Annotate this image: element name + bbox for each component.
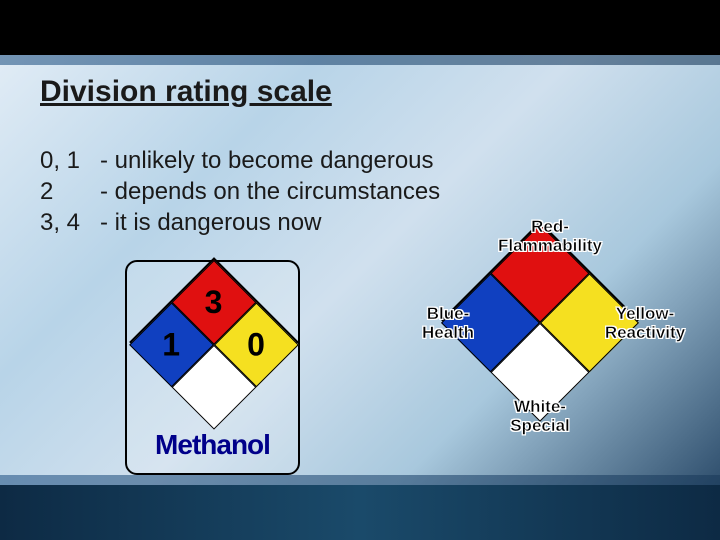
legend-yellow-line2: Reactivity xyxy=(605,323,685,342)
legend-white-label: White- Special xyxy=(495,398,585,435)
scale-row: 3, 4 - it is dangerous now xyxy=(40,207,440,238)
scale-row: 0, 1 - unlikely to become dangerous xyxy=(40,145,440,176)
legend-yellow-label: Yellow- Reactivity xyxy=(600,305,690,342)
scale-row: 2 - depends on the circumstances xyxy=(40,176,440,207)
bottom-bar xyxy=(0,485,720,540)
legend-white-line1: White- xyxy=(514,397,566,416)
legend-blue-label: Blue- Health xyxy=(408,305,488,342)
scale-text: - unlikely to become dangerous xyxy=(100,145,434,176)
page-title: Division rating scale xyxy=(40,75,332,109)
nfpa-flammability-value: 3 xyxy=(205,284,223,321)
legend-white-line2: Special xyxy=(510,416,570,435)
scale-text: - it is dangerous now xyxy=(100,207,321,238)
nfpa-placard-box: 3 0 1 Methanol xyxy=(125,260,300,475)
legend-red-line1: Red- xyxy=(531,217,569,236)
scale-key: 2 xyxy=(40,176,100,207)
scale-key: 0, 1 xyxy=(40,145,100,176)
chemical-name-label: Methanol xyxy=(127,429,298,461)
nfpa-diamond: 3 0 1 xyxy=(154,282,274,402)
legend-yellow-line1: Yellow- xyxy=(616,304,675,323)
bottom-accent-bar xyxy=(0,475,720,485)
legend-blue-line1: Blue- xyxy=(427,304,470,323)
scale-text: - depends on the circumstances xyxy=(100,176,440,207)
top-accent-bar xyxy=(0,55,720,65)
legend-diamond xyxy=(470,250,610,390)
nfpa-reactivity-value: 0 xyxy=(248,326,266,363)
legend-red-line2: Flammability xyxy=(498,236,602,255)
nfpa-health-value: 1 xyxy=(163,326,181,363)
scale-key: 3, 4 xyxy=(40,207,100,238)
top-bar xyxy=(0,0,720,55)
rating-scale-list: 0, 1 - unlikely to become dangerous 2 - … xyxy=(40,145,440,239)
legend-red-label: Red- Flammability xyxy=(490,218,610,255)
legend-blue-line2: Health xyxy=(422,323,474,342)
